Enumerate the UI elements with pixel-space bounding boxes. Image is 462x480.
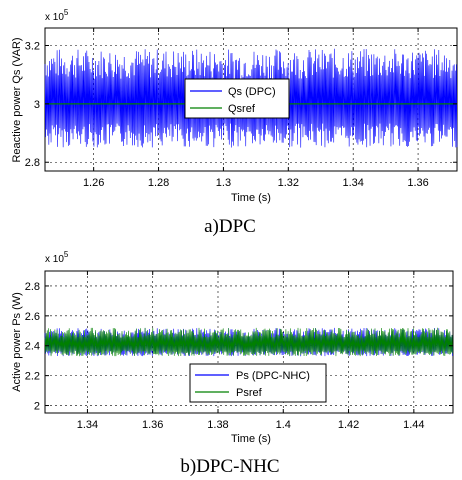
x-tick-label: 1.26 bbox=[83, 177, 104, 189]
x-tick-label: 1.28 bbox=[148, 177, 169, 189]
y-tick-label: 2.6 bbox=[25, 311, 40, 323]
chart-a: 1.26 1.28 1.3 1.32 1.34 1.36 2.8 3 3.2 x 105 Ti… bbox=[11, 8, 458, 237]
legend-label-qsref: Qsref bbox=[228, 103, 256, 115]
legend-label-psref: Psref bbox=[236, 387, 263, 399]
y-tick-label: 2.8 bbox=[25, 281, 40, 293]
y-ticks: 2 2.2 2.4 2.6 2.8 bbox=[25, 281, 453, 413]
x-tick-label: 1.36 bbox=[142, 419, 163, 431]
x-tick-label: 1.34 bbox=[342, 177, 363, 189]
series-group bbox=[44, 327, 453, 357]
x-axis-label: Time (s) bbox=[231, 433, 271, 445]
y-axis-label: Reactive power Qs (VAR) bbox=[11, 37, 23, 162]
y-tick-label: 2.4 bbox=[25, 341, 40, 353]
y-tick-label: 3 bbox=[34, 99, 40, 111]
x-tick-label: 1.44 bbox=[403, 419, 424, 431]
x-axis-label: Time (s) bbox=[231, 192, 271, 204]
caption: b)DPC-NHC bbox=[180, 456, 279, 477]
caption: a)DPC bbox=[204, 216, 256, 237]
x-tick-label: 1.32 bbox=[278, 177, 299, 189]
x-ticks: 1.26 1.28 1.3 1.32 1.34 1.36 bbox=[83, 28, 429, 189]
legend-box bbox=[184, 78, 290, 119]
legend: Ps (DPC-NHC) Psref bbox=[189, 363, 327, 403]
legend-label-qs: Qs (DPC) bbox=[228, 86, 276, 98]
legend-box bbox=[189, 363, 327, 403]
x-tick-label: 1.3 bbox=[216, 177, 231, 189]
legend-label-ps: Ps (DPC-NHC) bbox=[236, 370, 310, 382]
chart-b: 1.34 1.36 1.38 1.4 1.42 1.44 2 2.2 2.4 2.6 2.8 x … bbox=[11, 250, 454, 477]
x-tick-label: 1.34 bbox=[77, 419, 98, 431]
legend: Qs (DPC) Qsref bbox=[184, 78, 290, 119]
x-tick-label: 1.36 bbox=[407, 177, 428, 189]
x-tick-label: 1.42 bbox=[338, 419, 359, 431]
exponent-label: x 105 bbox=[45, 250, 69, 265]
y-axis-label: Active power Ps (W) bbox=[11, 292, 23, 392]
exponent-label: x 105 bbox=[45, 8, 69, 23]
series-line-1 bbox=[44, 327, 453, 357]
y-ticks: 2.8 3 3.2 bbox=[25, 41, 457, 169]
y-tick-label: 3.2 bbox=[25, 41, 40, 53]
x-tick-label: 1.4 bbox=[276, 419, 291, 431]
y-tick-label: 2.8 bbox=[25, 157, 40, 169]
x-tick-label: 1.38 bbox=[207, 419, 228, 431]
y-tick-label: 2 bbox=[34, 401, 40, 413]
x-ticks: 1.34 1.36 1.38 1.4 1.42 1.44 bbox=[77, 271, 425, 431]
y-tick-label: 2.2 bbox=[25, 371, 40, 383]
